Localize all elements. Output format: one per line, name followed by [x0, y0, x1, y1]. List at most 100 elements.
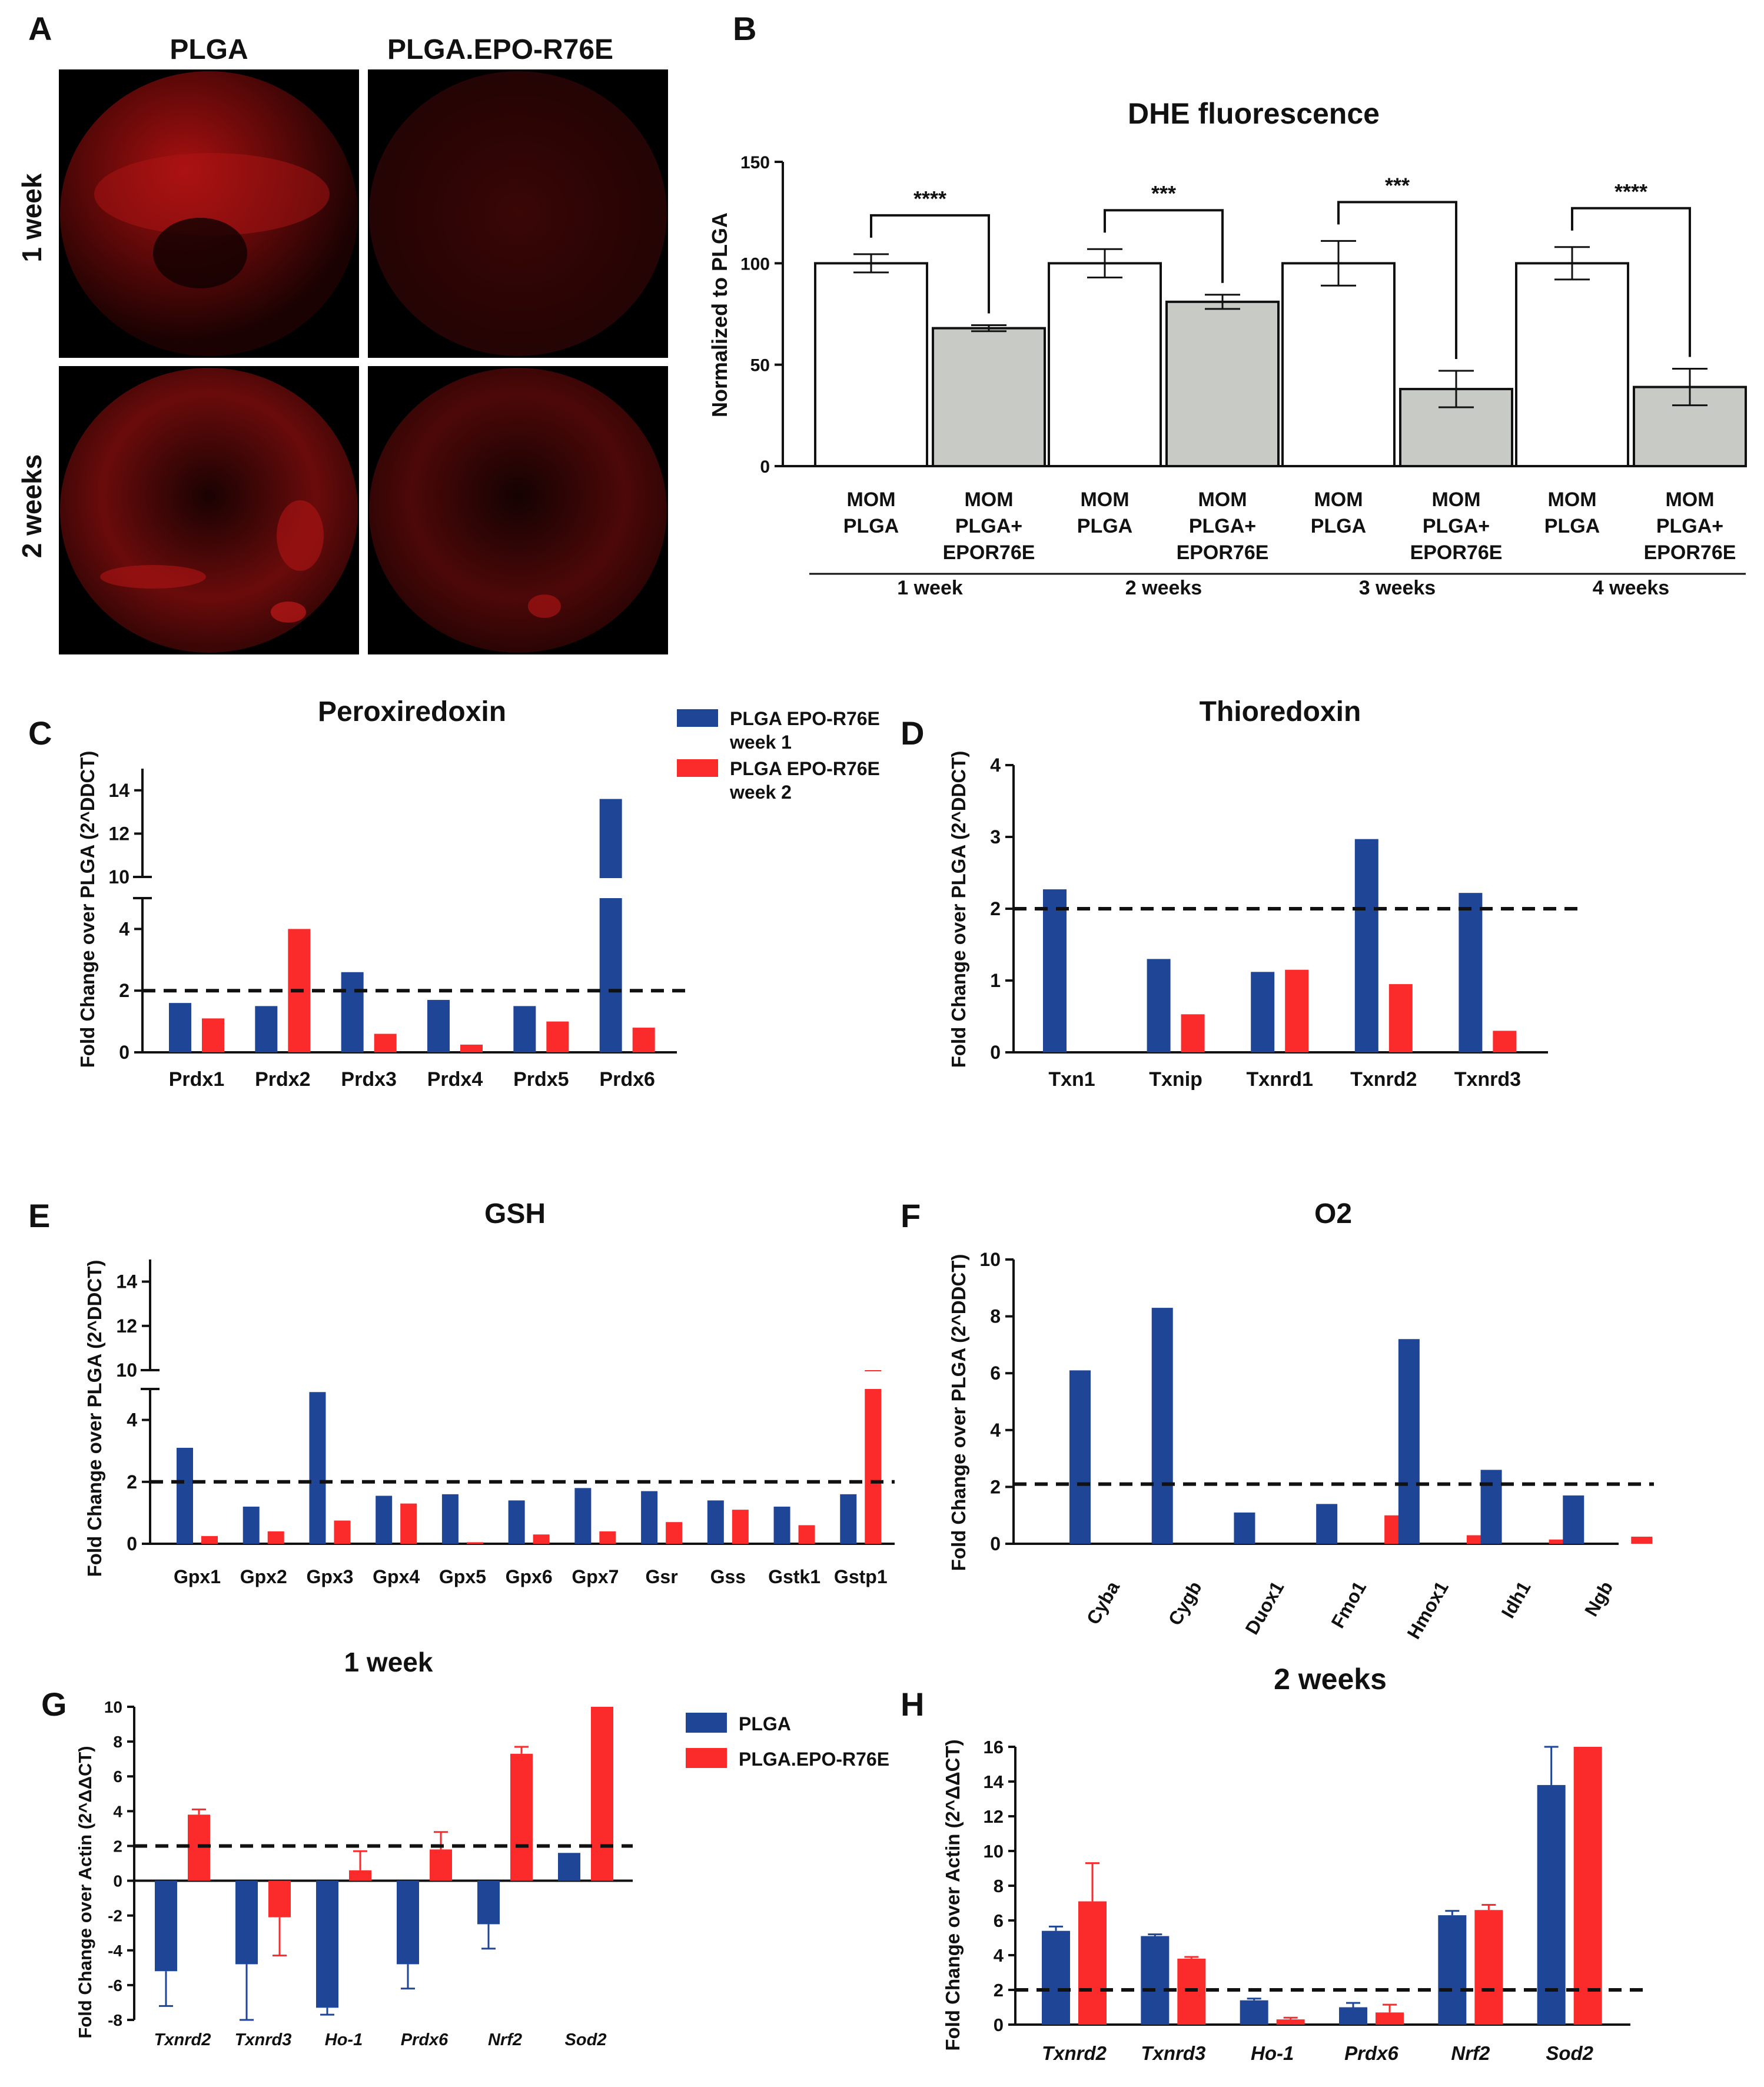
panel-letters: A B C D E F G H	[28, 10, 924, 1723]
legend-swatch-plga-epo	[686, 1748, 727, 1768]
bar-ngb-plga-epo-r76e-week-2	[1631, 1536, 1653, 1544]
chart-dhe-fluorescence: DHE fluorescence Normalized to PLGA 0 50 100…	[707, 97, 1747, 599]
y-tick-label: -2	[108, 1907, 122, 1925]
bar-cyba-plga-epo-r76e-week-1	[1069, 1370, 1091, 1544]
significance-stars: ****	[913, 187, 946, 211]
x-tick-label-gsr: Gsr	[646, 1566, 678, 1587]
x-tick-label-fmo1: Fmo1	[1327, 1578, 1370, 1632]
x-label-line2: PLGA+	[1189, 515, 1256, 537]
x-label-line2: PLGA	[1544, 515, 1600, 537]
x-tick-label-prdx4: Prdx4	[427, 1068, 483, 1091]
y-tick-label: 10	[108, 866, 129, 888]
legend-label-week2-line1: PLGA EPO-R76E	[730, 758, 880, 779]
bar-gstp1-plga-epo-r76e-week-1	[840, 1494, 857, 1544]
y-tick-label: 12	[984, 1806, 1004, 1827]
fundus-image-plga-epo-1week	[368, 69, 668, 358]
bar-3-weeks-plga	[1281, 262, 1396, 467]
y-tick-label: 2	[119, 980, 129, 1001]
bar-gpx2-plga-epo-r76e-week-1	[242, 1506, 260, 1544]
x-tick-label-prdx2: Prdx2	[255, 1068, 311, 1091]
x-label-line1: MOM	[1080, 488, 1129, 511]
bar-prdx6-plga	[397, 1880, 419, 1965]
bar-gpx7-plga-epo-r76e-week-2	[599, 1531, 616, 1544]
chart-1-week: 1 week Fold Change over Actin (2^ΔΔCT) -8 -…	[75, 1647, 633, 2049]
bar-prdx1-plga-epo-r76e-week-2	[202, 1018, 224, 1052]
x-tick-label-gpx4: Gpx4	[373, 1566, 420, 1587]
x-label-line1: MOM	[964, 488, 1013, 511]
y-axis-label: Fold Change over Actin (2^ΔΔCT)	[75, 1746, 95, 2038]
bar-gstk1-plga-epo-r76e-week-2	[798, 1525, 815, 1544]
y-axis-label: Normalized to PLGA	[707, 212, 732, 417]
significance-bracket	[1104, 209, 1224, 283]
bar-txnrd3-plga-epo-r76e-week-2	[1493, 1031, 1517, 1052]
legend-swatch-week1	[677, 709, 718, 727]
bar-txnrd3-plga	[235, 1880, 258, 1965]
bar-prdx6-plga-epo-r76e	[430, 1849, 452, 1881]
bar-gpx4-plga-epo-r76e-week-2	[400, 1503, 417, 1544]
y-tick-label: 2	[994, 1980, 1004, 2000]
bar-ho-1-plga	[1240, 2000, 1268, 2025]
x-label-line2: PLGA	[1311, 515, 1366, 537]
bar-txnrd2-plga-epo-r76e	[1078, 1901, 1107, 2025]
y-tick-label: 4	[990, 1420, 1001, 1441]
bar-txnrd3-plga-epo-r76e	[268, 1880, 291, 1917]
chart-peroxiredoxin: Peroxiredoxin Fold Change over PLGA (2^DD…	[77, 696, 689, 1091]
panel-letter-g: G	[41, 1686, 67, 1723]
x-tick-label-prdx1: Prdx1	[169, 1068, 225, 1091]
x-label-line1: MOM	[1665, 488, 1714, 511]
panel-a-col-plga: PLGA	[170, 34, 248, 65]
x-tick-label-prdx3: Prdx3	[341, 1068, 397, 1091]
x-label-line3: EPOR76E	[1644, 541, 1736, 564]
x-label-line2: PLGA	[1077, 515, 1132, 537]
y-tick-label: 100	[740, 254, 770, 274]
group-label: 3 weeks	[1359, 577, 1436, 599]
x-tick-label-ho-1: Ho-1	[325, 2030, 363, 2049]
group-3-weeks: MOM PLGA MOM PLGA+ EPOR76E *** 3 weeks	[1277, 173, 1513, 599]
significance-bracket	[1337, 201, 1457, 360]
y-tick-label: 2	[127, 1471, 137, 1493]
bar-txn1-plga-epo-r76e-week-1	[1043, 889, 1067, 1052]
x-tick-label-ngb: Ngb	[1580, 1578, 1617, 1620]
bar-prdx1-plga-epo-r76e-week-1	[169, 1003, 191, 1052]
y-tick-label: 2	[990, 898, 1001, 919]
panel-letter-e: E	[28, 1197, 50, 1234]
y-tick-label: 2	[113, 1837, 122, 1855]
y-axis-label: Fold Change over Actin (2^ΔΔCT)	[942, 1739, 964, 2051]
x-tick-label-txnrd2: Txnrd2	[1350, 1068, 1417, 1091]
x-tick-label-sod2: Sod2	[1546, 2042, 1593, 2064]
group-label: 1 week	[897, 577, 963, 599]
bar-idh1-plga-epo-r76e-week-2	[1549, 1539, 1570, 1544]
bar-gpx5-plga-epo-r76e-week-1	[441, 1494, 459, 1544]
bar-txnrd3-plga	[1141, 1936, 1170, 2025]
group-4-weeks: MOM PLGA MOM PLGA+ EPOR76E **** 4 weeks	[1510, 180, 1747, 599]
y-tick-label: 50	[750, 356, 770, 375]
x-tick-label-nrf2: Nrf2	[1451, 2042, 1490, 2064]
y-tick-label: 10	[984, 1841, 1004, 1862]
bar-2-weeks-plga-	[1165, 300, 1280, 467]
y-tick-label: 12	[108, 823, 129, 844]
x-tick-label-gpx1: Gpx1	[174, 1566, 221, 1587]
x-tick-label-gpx7: Gpx7	[572, 1566, 619, 1587]
y-tick-label: 4	[127, 1410, 137, 1431]
x-label-line1: MOM	[846, 488, 895, 511]
bar-ho-1-plga	[316, 1880, 338, 2008]
group-2-weeks: MOM PLGA MOM PLGA+ EPOR76E *** 2 weeks	[1043, 181, 1280, 599]
y-tick-label: 6	[113, 1767, 122, 1786]
y-axis-label: Fold Change over PLGA (2^DDCT)	[948, 751, 969, 1068]
fundus-image-plga-1week	[59, 69, 359, 358]
legend-label-week1-line2: week 1	[729, 732, 792, 753]
bar-txnrd2-plga	[1042, 1930, 1070, 2025]
y-tick-label: 0	[127, 1533, 137, 1554]
bar-nrf2-plga-epo-r76e	[510, 1753, 533, 1881]
x-tick-label-gpx6: Gpx6	[506, 1566, 553, 1587]
y-tick-label: 8	[994, 1876, 1004, 1896]
bar-prdx2-plga-epo-r76e-week-1	[255, 1006, 278, 1052]
y-tick-label: -6	[108, 1976, 122, 1995]
bar-duox1-plga-epo-r76e-week-1	[1234, 1512, 1255, 1544]
y-axis-label: Fold Change over PLGA (2^DDCT)	[948, 1254, 969, 1571]
x-tick-label-cyba: Cyba	[1082, 1577, 1124, 1628]
bar-gpx3-plga-epo-r76e-week-2	[334, 1520, 351, 1544]
x-tick-label-ho-1: Ho-1	[1251, 2042, 1294, 2064]
bar-gstp1-plga-epo-r76e-week-2	[865, 1370, 882, 1371]
